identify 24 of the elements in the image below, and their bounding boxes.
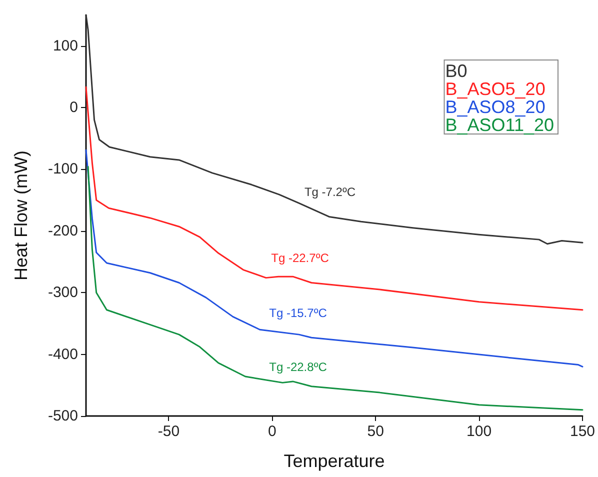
- line-series: [87, 166, 584, 411]
- x-tick-label: 0: [268, 423, 276, 440]
- annotation: Tg -15.7ºC: [269, 306, 328, 320]
- y-tick-label: 0: [70, 99, 78, 116]
- x-tick-label: -50: [158, 423, 180, 440]
- y-tick-label: -400: [48, 346, 78, 363]
- y-tick-label: -100: [48, 160, 78, 178]
- text: B_ASO8_20: [445, 97, 546, 117]
- y-axis-title: Heat Flow (mW): [11, 150, 31, 280]
- x-axis-title: Temperature: [284, 451, 385, 471]
- annotation: Tg -22.7ºC: [271, 251, 330, 265]
- x-tick-label: 150: [570, 423, 595, 440]
- y-tick-label: -200: [48, 222, 78, 240]
- y-tick-label: 100: [52, 37, 78, 54]
- annotation: Tg -22.8ºC: [269, 360, 328, 374]
- text: B_ASO11_20: [445, 115, 554, 135]
- y-tick-label: -500: [48, 408, 78, 424]
- annotation: Tg -7.2ºC: [304, 185, 356, 199]
- x-tick-label: 50: [367, 423, 384, 440]
- text: B_ASO5_20: [445, 79, 546, 99]
- y-tick-label: -300: [48, 284, 78, 302]
- line-series: [85, 14, 584, 245]
- x-tick-label: 100: [466, 423, 492, 440]
- text: B0: [445, 61, 468, 81]
